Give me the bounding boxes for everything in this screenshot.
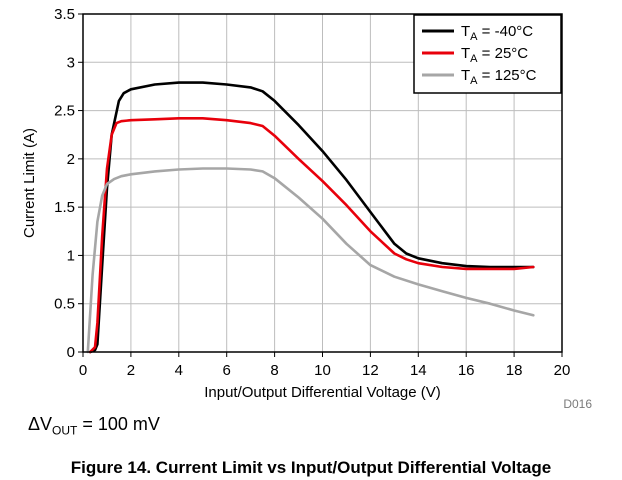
figure-caption: Figure 14. Current Limit vs Input/Output…: [70, 458, 552, 477]
y-tick-label: 0.5: [54, 296, 75, 313]
vout-prefix: ΔV: [28, 414, 53, 434]
figure-id: D016: [563, 397, 592, 411]
legend-label-3: TA = 125°C: [461, 67, 537, 87]
x-tick-label: 16: [458, 362, 475, 379]
legend-label-1: TA = -40°C: [461, 23, 533, 43]
x-tick-label: 12: [362, 362, 379, 379]
series-lines: [86, 81, 535, 354]
x-tick-label: 6: [223, 362, 231, 379]
x-tick-label: 8: [270, 362, 278, 379]
series-line-3: [86, 167, 535, 354]
y-tick-label: 2: [67, 151, 75, 168]
x-tick-label: 20: [554, 362, 571, 379]
vout-value: = 100 mV: [77, 414, 160, 434]
y-axis-ticks: 0 0.5 1 1.5 2 2.5 3 3.5: [54, 6, 83, 361]
y-tick-label: 3: [67, 54, 75, 71]
x-tick-label: 10: [314, 362, 331, 379]
x-axis-title: Input/Output Differential Voltage (V): [204, 384, 441, 401]
y-tick-label: 0: [67, 344, 75, 361]
series-line-1: [88, 81, 535, 354]
x-tick-label: 0: [79, 362, 87, 379]
y-tick-label: 1: [67, 247, 75, 264]
y-tick-label: 1.5: [54, 199, 75, 216]
x-tick-label: 14: [410, 362, 427, 379]
series-line-2: [88, 117, 535, 354]
y-tick-label: 3.5: [54, 6, 75, 23]
legend: TA = -40°CTA = 25°CTA = 125°C: [413, 14, 562, 94]
vout-note: ΔVOUT = 100 mV: [28, 414, 160, 438]
x-tick-label: 4: [175, 362, 183, 379]
y-axis-title: Current Limit (A): [21, 128, 38, 238]
grid: [83, 14, 562, 352]
legend-label-2: TA = 25°C: [461, 45, 528, 65]
x-tick-label: 18: [506, 362, 523, 379]
y-tick-label: 2.5: [54, 103, 75, 120]
x-tick-label: 2: [127, 362, 135, 379]
x-axis-ticks: 0 2 4 6 8 10 12 14 16 18 20: [79, 352, 571, 379]
vout-subscript: OUT: [52, 423, 78, 438]
